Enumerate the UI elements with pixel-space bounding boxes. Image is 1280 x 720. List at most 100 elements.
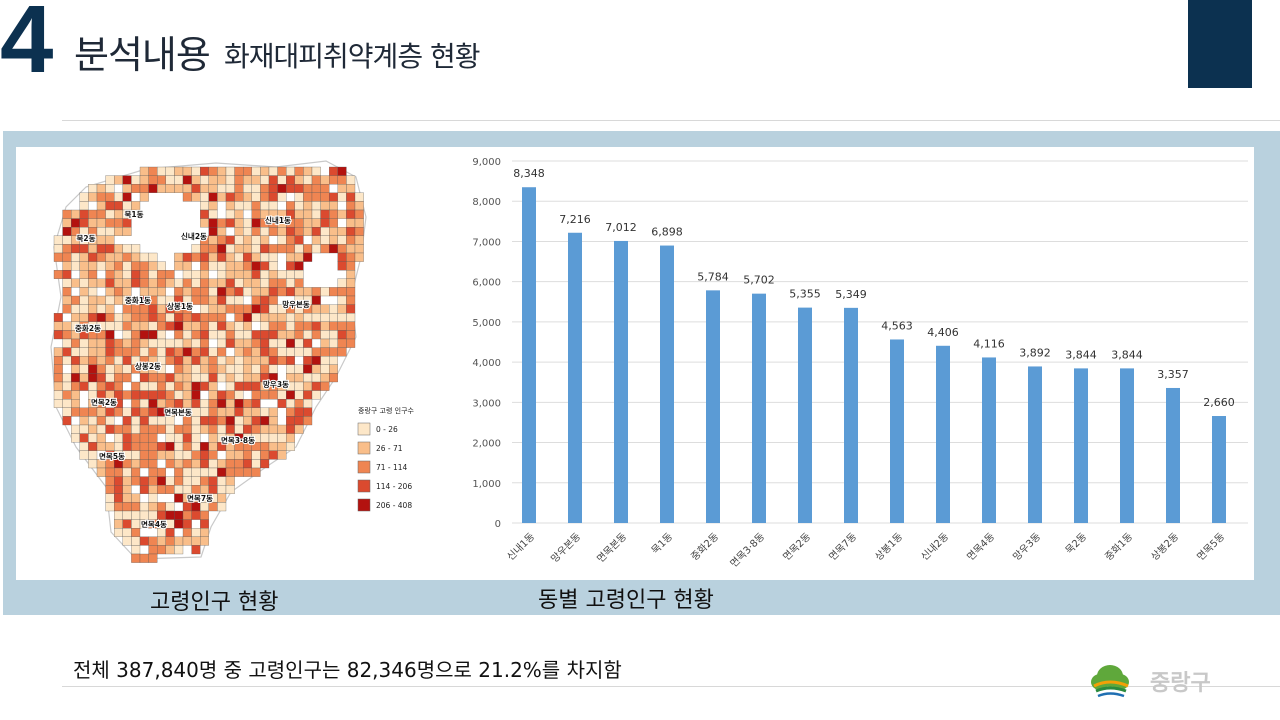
map-cell bbox=[174, 399, 184, 408]
map-cell bbox=[122, 347, 132, 357]
map-cell bbox=[139, 536, 149, 546]
map-cell bbox=[88, 261, 98, 271]
map-cell bbox=[217, 390, 227, 400]
map-cell bbox=[174, 545, 184, 555]
map-cell bbox=[234, 347, 244, 357]
map-cell bbox=[217, 278, 227, 288]
map-cell bbox=[114, 347, 123, 357]
map-cell bbox=[182, 321, 192, 331]
map-cell bbox=[114, 261, 123, 271]
map-cell bbox=[346, 209, 356, 219]
map-cell bbox=[277, 424, 287, 434]
map-cell bbox=[320, 235, 330, 245]
map-cell bbox=[105, 261, 115, 271]
map-cell bbox=[79, 295, 89, 305]
map-cell bbox=[122, 373, 132, 383]
map-cell bbox=[105, 270, 115, 279]
map-cell bbox=[260, 424, 270, 434]
map-cell bbox=[346, 321, 356, 331]
x-tick-label: 면목7동 bbox=[827, 531, 860, 564]
map-cell bbox=[200, 485, 209, 494]
map-cell bbox=[157, 476, 166, 486]
map-cell bbox=[122, 338, 132, 348]
map-cell bbox=[182, 485, 192, 494]
map-cell bbox=[337, 244, 347, 254]
summary-text: 전체 387,840명 중 고령인구는 82,346명으로 21.2%를 차지함 bbox=[73, 658, 622, 682]
map-cell bbox=[346, 338, 356, 348]
map-cell bbox=[251, 252, 261, 262]
district-label: 중화2동 bbox=[75, 323, 101, 333]
map-cell bbox=[191, 450, 201, 460]
map-cell bbox=[139, 485, 149, 494]
map-cell bbox=[165, 347, 175, 357]
map-cell bbox=[217, 407, 227, 417]
map-cell bbox=[139, 287, 149, 297]
map-cell bbox=[148, 433, 158, 443]
map-cell bbox=[53, 347, 63, 357]
map-cell bbox=[148, 536, 158, 546]
map-cell bbox=[303, 399, 313, 408]
map-cell bbox=[225, 373, 235, 383]
map-cell bbox=[105, 287, 115, 297]
map-cell bbox=[346, 175, 356, 185]
map-cell bbox=[122, 528, 132, 537]
map-cell bbox=[165, 510, 175, 520]
bar bbox=[798, 307, 812, 523]
cloud-logo-icon bbox=[1091, 665, 1129, 698]
map-cell bbox=[62, 287, 72, 297]
map-cell bbox=[105, 304, 115, 314]
x-tick-label: 상봉2동 bbox=[1149, 531, 1182, 564]
map-cell bbox=[174, 338, 184, 348]
map-cell bbox=[294, 184, 304, 193]
map-cell bbox=[243, 381, 252, 391]
map-cell bbox=[260, 295, 270, 305]
map-cell bbox=[191, 485, 201, 494]
map-cell bbox=[277, 244, 287, 254]
map-cell bbox=[251, 218, 261, 228]
map-cell bbox=[79, 192, 89, 202]
map-cell bbox=[157, 304, 166, 314]
map-cell bbox=[182, 467, 192, 477]
map-cell bbox=[346, 201, 356, 211]
map-cell bbox=[182, 347, 192, 357]
map-cell bbox=[320, 347, 330, 357]
map-cell bbox=[294, 270, 304, 279]
map-cell bbox=[174, 321, 184, 331]
legend-label: 26 - 71 bbox=[376, 444, 403, 453]
x-tick-label: 면목4동 bbox=[965, 531, 998, 564]
map-cell bbox=[88, 192, 98, 202]
map-cell bbox=[96, 433, 106, 443]
map-cell bbox=[62, 416, 72, 426]
district-label: 신내2동 bbox=[181, 231, 207, 241]
map-cell bbox=[71, 261, 80, 271]
map-cell bbox=[96, 424, 106, 434]
map-cell bbox=[148, 442, 158, 451]
map-cell bbox=[62, 381, 72, 391]
legend-label: 114 - 206 bbox=[376, 482, 412, 491]
map-cell bbox=[286, 201, 295, 211]
map-cell bbox=[53, 373, 63, 383]
map-cell bbox=[71, 433, 80, 443]
map-cell bbox=[294, 235, 304, 245]
map-cell bbox=[337, 184, 347, 193]
x-tick-label: 신내1동 bbox=[505, 531, 538, 564]
map-cell bbox=[217, 166, 227, 176]
map-cell bbox=[311, 295, 321, 305]
map-cell bbox=[234, 390, 244, 400]
map-cell bbox=[200, 364, 209, 374]
map-cell bbox=[200, 270, 209, 279]
map-cell bbox=[96, 235, 106, 245]
map-cell bbox=[294, 399, 304, 408]
legend-label: 206 - 408 bbox=[376, 501, 412, 510]
map-cell bbox=[88, 304, 98, 314]
map-cell bbox=[157, 261, 166, 271]
bar-value-label: 4,563 bbox=[881, 319, 913, 332]
map-cell bbox=[311, 192, 321, 202]
map-cell bbox=[148, 416, 158, 426]
bar bbox=[890, 339, 904, 523]
map-cell bbox=[286, 433, 295, 443]
map-cell bbox=[234, 218, 244, 228]
map-cell bbox=[157, 313, 166, 322]
map-cell bbox=[294, 330, 304, 340]
